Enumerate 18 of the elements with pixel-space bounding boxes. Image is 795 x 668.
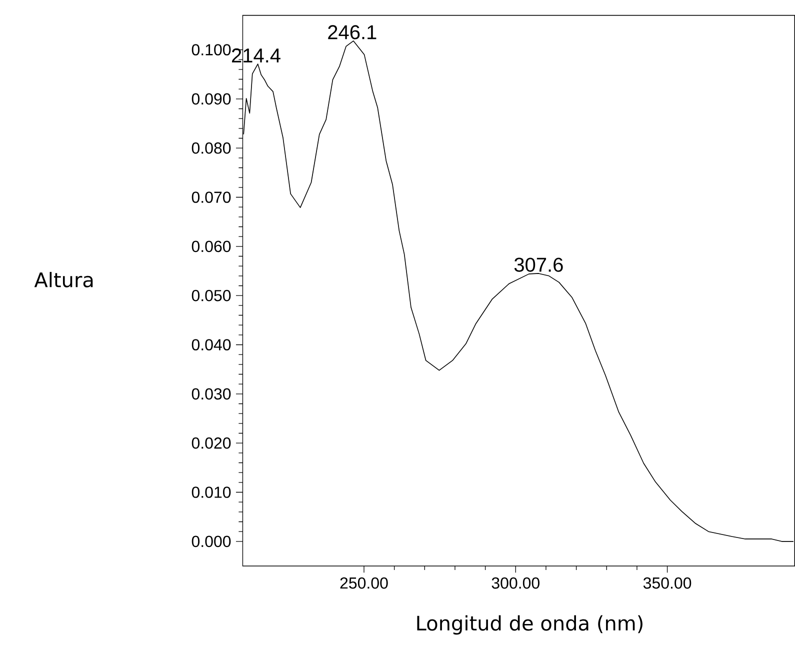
y-tick-label: 0.050 xyxy=(192,290,231,302)
x-tick-label: 350.00 xyxy=(643,577,692,589)
y-tick-label: 0.070 xyxy=(192,192,231,203)
y-axis-title: Altura xyxy=(34,272,93,288)
y-tick-label: 0.080 xyxy=(192,142,231,154)
x-tick-label: 250.00 xyxy=(340,577,388,589)
y-tick-label: 0.000 xyxy=(192,536,231,548)
y-tick-label: 0.040 xyxy=(192,339,231,350)
y-tick-label: 0.020 xyxy=(192,437,231,449)
y-tick-label: 0.010 xyxy=(192,486,231,498)
y-tick-label: 0.030 xyxy=(192,388,231,400)
y-tick-label: 0.060 xyxy=(192,240,231,252)
y-tick-label: 0.090 xyxy=(192,93,231,105)
annotation: 307.6 xyxy=(514,258,563,272)
x-tick-label: 300.00 xyxy=(492,577,540,589)
y-tick-label: 0.100 xyxy=(192,44,231,56)
x-axis-title: Longitud de onda (nm) xyxy=(417,615,642,635)
annotation: 246.1 xyxy=(328,25,376,40)
